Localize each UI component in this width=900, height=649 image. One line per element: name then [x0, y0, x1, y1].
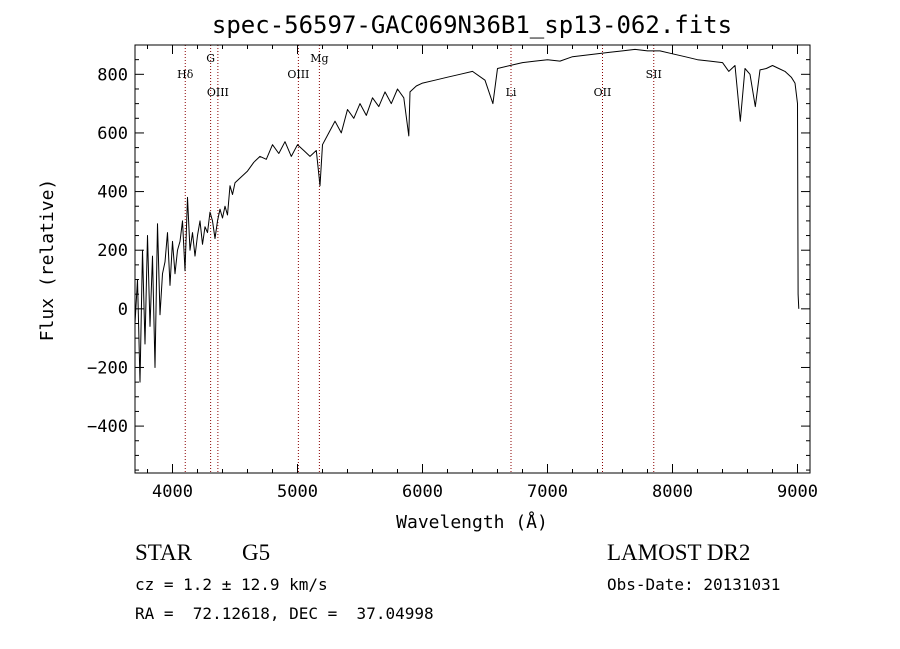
x-tick-label: 4000: [152, 482, 193, 502]
axis-ticks: 4000 5000 6000 7000 8000 9000 −400 −200 0 200 400 6…: [87, 44, 818, 502]
x-tick-label: 5000: [277, 482, 318, 502]
y-tick-label: 800: [97, 65, 128, 85]
y-tick-label: 200: [97, 241, 128, 261]
spectrum-chart: spec-56597-GAC069N36B1_sp13-062.fits Wav…: [37, 11, 818, 533]
marker-label-1: G: [206, 52, 215, 65]
marker-label-2: OIII: [207, 86, 229, 99]
coordinates-text: RA = 72.12618, DEC = 37.04998: [135, 604, 434, 623]
redshift-text: cz = 1.2 ± 12.9 km/s: [135, 575, 328, 594]
spectrum-line-0: [134, 48, 800, 383]
x-tick-label: 7000: [527, 482, 568, 502]
survey-label: LAMOST DR2: [607, 540, 751, 565]
spectrum-series: [134, 48, 800, 383]
y-tick-label: −400: [87, 417, 128, 437]
chart-title: spec-56597-GAC069N36B1_sp13-062.fits: [212, 11, 732, 39]
x-tick-label: 9000: [777, 482, 818, 502]
y-tick-label: −200: [87, 358, 128, 378]
x-tick-label: 6000: [402, 482, 443, 502]
marker-label-3: OIII: [287, 68, 309, 81]
marker-label-7: SII: [646, 68, 662, 81]
subclass-label: G5: [242, 540, 271, 565]
y-tick-label: 600: [97, 124, 128, 144]
marker-label-0: Hδ: [177, 68, 194, 81]
x-tick-label: 8000: [652, 482, 693, 502]
plot-frame: [134, 44, 811, 474]
marker-label-4: Mg: [310, 52, 328, 65]
y-axis-label: Flux (relative): [37, 179, 58, 342]
y-tick-label: 0: [118, 300, 128, 320]
marker-label-6: OII: [594, 86, 612, 99]
object-type-label: STAR: [135, 540, 192, 565]
obs-date-text: Obs-Date: 20131031: [607, 575, 781, 594]
y-tick-label: 400: [97, 183, 128, 203]
marker-label-5: Li: [506, 86, 517, 99]
x-axis-label: Wavelength (Å): [396, 511, 548, 533]
